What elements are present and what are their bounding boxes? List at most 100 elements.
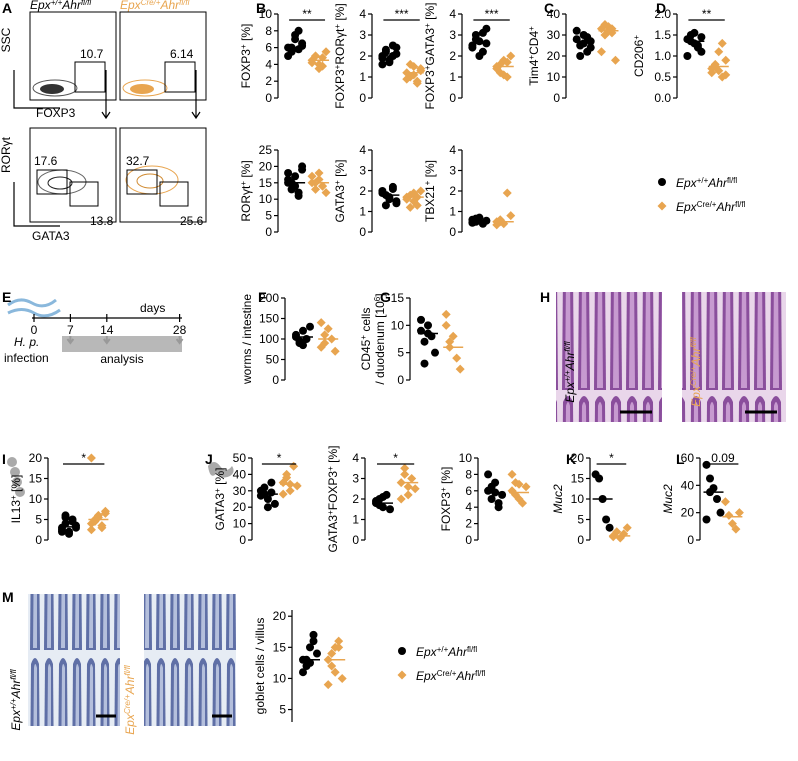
data-point [417,315,425,324]
phase: analysis [100,352,143,366]
data-point [313,649,321,658]
histology-image [682,292,786,422]
day-label: 0 [31,323,38,337]
legend-label-part: +/+ [437,645,449,654]
worm-icon [7,298,61,318]
contour [122,79,168,97]
y-tick-label: 15 [259,176,273,190]
y-axis-label: GATA3+FOXP3+ [%] [326,446,340,553]
y-tick-label: 0 [465,533,472,547]
day-label: 28 [173,323,187,337]
image-label-part: fl/fl [563,341,572,351]
data-point [478,28,487,37]
y-tick-label: 0 [272,373,279,387]
y-tick-label: 1 [449,70,456,84]
legend-label-part: Ahr [455,669,476,683]
data-point [502,188,512,198]
data-point [714,47,724,57]
y-tick-label: 1.0 [654,49,671,63]
panel-letter: F [258,289,267,305]
data-point [289,461,299,471]
y-tick-label: 2 [359,49,366,63]
flow-frame [119,127,207,223]
y-axis-label-part: + [239,44,248,49]
data-point [284,52,293,60]
data-point [392,43,401,52]
y-tick-label: 10 [273,671,287,685]
y-axis-label: FOXP3+ [%] [239,24,253,89]
y-tick-label: 25 [259,143,273,157]
legend-label-part: fl/fl [727,176,737,185]
flow-title-part: Ahr [61,0,82,12]
panel-letter: I [2,451,6,467]
y-axis-label: GATA3+ [%] [213,468,227,531]
y-tick-label: 3 [352,472,359,486]
data-point [487,495,496,503]
data-point [378,60,387,69]
legend-label-part: fl/fl [475,669,485,678]
y-axis-label-part: + [527,26,536,31]
image-label: EpxCre/+Ahrfl/fl [123,665,137,735]
y-axis-label-part: + [439,487,448,492]
y-axis-label: worms / intestine [240,294,254,385]
y-tick-label: 0 [265,91,272,105]
y-tick-label: 10 [233,517,247,531]
y-tick-label: 20 [29,451,43,465]
significance: * [81,451,86,465]
legend-marker [397,670,407,680]
pathogen: H. p. [14,335,39,349]
image-label-part: Ahr [563,351,577,372]
y-axis-label-part: GATA3 [213,493,227,531]
image-label-part: Ahr [9,679,23,700]
image-label-part: Epx [9,709,23,731]
y-tick-label: 60 [681,451,695,465]
y-axis-label-part: + [423,180,432,185]
axis-label: RORγt [0,136,13,173]
y-tick-label: 5 [265,209,272,223]
y-axis-label: CD206+ [632,35,646,77]
data-point [320,338,330,348]
data-point [323,680,333,690]
data-point [403,482,413,492]
y-tick-label: 15 [391,291,405,305]
data-point [311,184,321,194]
panel-letter: G [380,289,391,305]
data-point [405,202,415,212]
y-tick-label: 0 [449,91,456,105]
y-axis-label-part: [%] [333,3,347,24]
y-axis-label: Tim4+CD4+ [527,26,541,86]
y-tick-label: 4 [265,57,272,71]
data-point [506,51,516,61]
data-point [455,364,465,374]
image-label-part: Epx [563,381,577,403]
image-label-part: +/+ [563,370,572,382]
data-point [299,341,307,350]
flow-title-part: +/+ [51,0,63,7]
data-point [731,524,741,534]
legend-label-part: fl/fl [735,200,745,209]
y-axis-label: RORγt+ [%] [239,160,253,221]
y-axis-label-part: CD45 [359,339,373,370]
data-point [298,41,307,50]
y-axis-label-part: [%] [239,24,253,45]
data-point [267,488,276,497]
analysis-bar [62,336,182,352]
y-tick-label: 40 [547,7,561,21]
y-tick-label: 10 [259,7,273,21]
data-point [720,497,730,507]
data-point [468,43,477,52]
y-axis-label: TBX21+ [%] [423,160,437,222]
data-point [311,51,321,61]
y-tick-label: 2 [265,74,272,88]
y-axis-label-part: GATA3 [326,515,340,553]
y-axis-label-part: 6 [373,296,382,301]
contour [32,79,78,97]
data-point [600,20,610,29]
y-tick-label: 15 [29,472,43,486]
data-point [518,498,528,508]
y-tick-label: 4 [359,7,366,21]
y-tick-label: 8 [265,24,272,38]
legend-label-part: Ahr [447,645,468,659]
y-axis-label: Muc2 [661,484,675,514]
y-axis-label-part: + [359,335,368,340]
